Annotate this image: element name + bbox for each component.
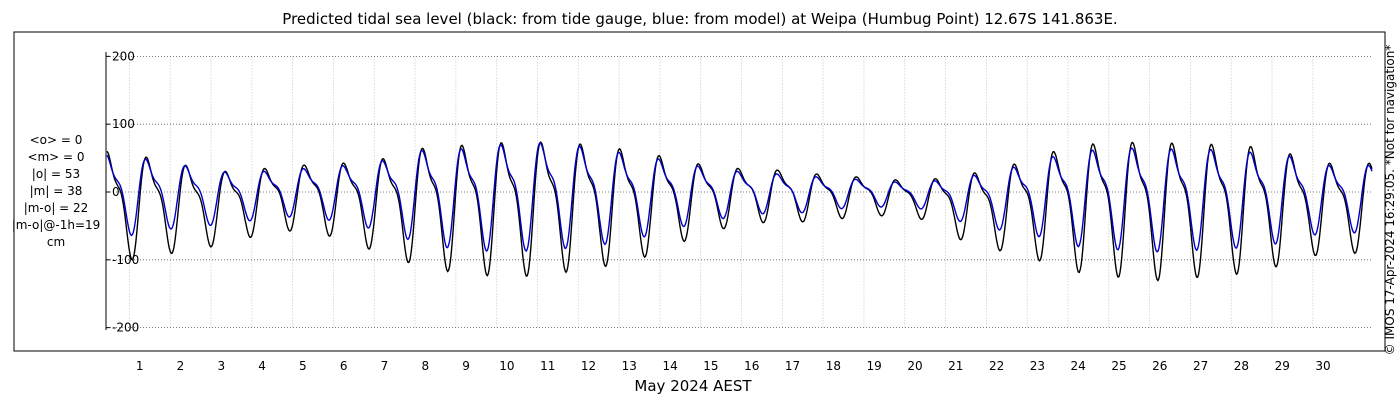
- x-tick-label: 30: [1315, 359, 1330, 373]
- x-tick-label: 10: [499, 359, 514, 373]
- x-tick-label: 14: [662, 359, 677, 373]
- x-tick-label: 17: [785, 359, 800, 373]
- x-tick-label: 25: [1111, 359, 1126, 373]
- y-axis-ticks: -200 -100 0 100 200: [106, 49, 139, 335]
- x-tick-label: 28: [1234, 359, 1249, 373]
- series-lines: [106, 141, 1373, 282]
- horizontal-gridlines: [107, 55, 1372, 329]
- x-tick-label: 26: [1152, 359, 1167, 373]
- x-tick-label: 1: [136, 359, 144, 373]
- stat-abs-diff: |m-o| = 22: [23, 201, 89, 215]
- x-tick-label: 23: [1030, 359, 1045, 373]
- x-tick-label: 5: [299, 359, 307, 373]
- chart-title: Predicted tidal sea level (black: from t…: [282, 10, 1117, 28]
- x-tick-label: 6: [340, 359, 348, 373]
- x-tick-label: 8: [421, 359, 429, 373]
- series-line: [106, 141, 1373, 282]
- x-tick-label: 19: [867, 359, 882, 373]
- x-tick-label: 21: [948, 359, 963, 373]
- y-tick-label: 200: [112, 49, 135, 63]
- y-tick-label: 0: [112, 185, 120, 199]
- x-tick-label: 3: [217, 359, 225, 373]
- statistics-panel: <o> = 0 <m> = 0 |o| = 53 |m| = 38 |m-o| …: [0, 132, 112, 252]
- x-tick-label: 11: [540, 359, 555, 373]
- x-tick-label: 20: [907, 359, 922, 373]
- x-tick-label: 7: [381, 359, 389, 373]
- x-tick-label: 22: [989, 359, 1004, 373]
- stat-mean-observed: <o> = 0: [29, 133, 83, 147]
- x-axis-ticks: 1 2 3 4 5 6 7 8 9 10 11 12 13 14 15 16 17 18 19 20 21 22 23 24 2…: [136, 359, 1331, 373]
- outer-frame: [13, 31, 1386, 352]
- stat-units: cm: [46, 235, 66, 249]
- x-tick-label: 29: [1275, 359, 1290, 373]
- stat-abs-model: |m| = 38: [29, 184, 83, 198]
- x-tick-label: 13: [622, 359, 637, 373]
- x-tick-label: 12: [581, 359, 596, 373]
- x-tick-label: 27: [1193, 359, 1208, 373]
- series-line: [106, 142, 1373, 253]
- y-tick-label: -200: [112, 321, 139, 335]
- x-axis-label: May 2024 AEST: [634, 377, 752, 395]
- y-tick-label: -100: [112, 253, 139, 267]
- stat-abs-observed: |o| = 53: [31, 167, 81, 181]
- x-tick-label: 16: [744, 359, 759, 373]
- stat-abs-diff-lag: |m-o|@-1h=19: [11, 218, 101, 232]
- x-tick-label: 9: [462, 359, 470, 373]
- x-tick-label: 4: [258, 359, 266, 373]
- y-tick-label: 100: [112, 117, 135, 131]
- x-tick-label: 18: [826, 359, 841, 373]
- x-tick-label: 15: [703, 359, 718, 373]
- credit-text: © IMOS 17-Apr-2024 16:29:05. *Not for na…: [1383, 45, 1397, 356]
- stat-mean-model: <m> = 0: [27, 150, 85, 164]
- x-tick-label: 24: [1071, 359, 1086, 373]
- x-tick-label: 2: [177, 359, 185, 373]
